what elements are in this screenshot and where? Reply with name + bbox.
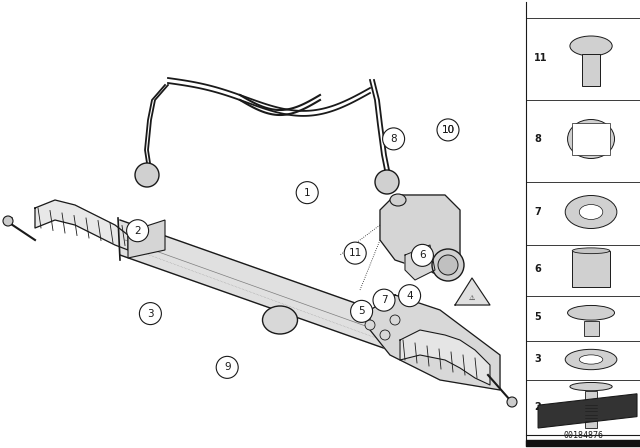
Bar (586, 391, 596, 428)
Circle shape (296, 181, 318, 204)
Ellipse shape (570, 383, 612, 391)
Bar (572, 251, 610, 287)
Ellipse shape (565, 349, 617, 370)
Polygon shape (128, 220, 165, 258)
Circle shape (344, 242, 366, 264)
Text: 6: 6 (534, 264, 541, 274)
Ellipse shape (262, 306, 298, 334)
Polygon shape (526, 440, 640, 446)
Circle shape (127, 220, 148, 242)
Text: 5: 5 (358, 306, 365, 316)
Polygon shape (120, 220, 460, 375)
Text: 7: 7 (534, 207, 541, 217)
Text: 1: 1 (304, 188, 310, 198)
Text: 11: 11 (349, 248, 362, 258)
Circle shape (140, 302, 161, 325)
Text: 3: 3 (147, 309, 154, 319)
Circle shape (365, 320, 375, 330)
Text: 8: 8 (534, 134, 541, 144)
Text: 11: 11 (534, 53, 548, 63)
Circle shape (216, 356, 238, 379)
Circle shape (399, 284, 420, 307)
Ellipse shape (438, 255, 458, 275)
Text: 6: 6 (419, 250, 426, 260)
Polygon shape (35, 200, 128, 250)
Ellipse shape (565, 195, 617, 228)
Bar (572, 123, 610, 155)
Text: ⚠: ⚠ (469, 295, 475, 301)
Text: 3: 3 (534, 354, 541, 365)
Polygon shape (380, 195, 460, 275)
Polygon shape (370, 295, 500, 390)
Circle shape (375, 170, 399, 194)
Text: 8: 8 (390, 134, 397, 144)
Text: 00184876: 00184876 (563, 431, 603, 440)
Polygon shape (405, 245, 435, 280)
Ellipse shape (570, 36, 612, 56)
Polygon shape (538, 394, 637, 428)
Text: 10: 10 (442, 125, 454, 135)
Circle shape (135, 163, 159, 187)
Circle shape (380, 330, 390, 340)
Text: 9: 9 (224, 362, 230, 372)
Polygon shape (455, 278, 490, 305)
Bar (582, 54, 600, 86)
Ellipse shape (572, 248, 610, 254)
Text: 5: 5 (534, 312, 541, 322)
Ellipse shape (568, 120, 614, 159)
Polygon shape (400, 330, 490, 385)
Circle shape (390, 315, 400, 325)
Circle shape (437, 119, 459, 141)
Circle shape (383, 128, 404, 150)
Circle shape (373, 289, 395, 311)
Bar (584, 321, 598, 336)
Circle shape (351, 300, 372, 323)
Circle shape (507, 397, 517, 407)
Ellipse shape (579, 355, 603, 364)
Circle shape (412, 244, 433, 267)
Ellipse shape (432, 249, 464, 281)
Text: 10: 10 (442, 125, 454, 135)
Text: 2: 2 (134, 226, 141, 236)
Ellipse shape (568, 306, 614, 320)
Ellipse shape (390, 194, 406, 206)
Text: 2: 2 (534, 402, 541, 413)
Circle shape (3, 216, 13, 226)
Text: 7: 7 (381, 295, 387, 305)
Ellipse shape (579, 204, 603, 220)
Text: 4: 4 (406, 291, 413, 301)
